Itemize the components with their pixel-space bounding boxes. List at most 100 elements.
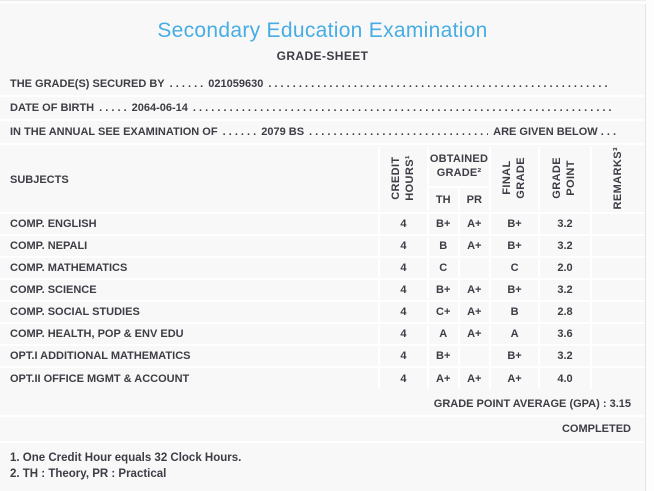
final-grade-cell: C <box>489 256 540 281</box>
page-subtitle: GRADE-SHEET <box>276 49 369 63</box>
final-grade-cell: B <box>489 300 540 325</box>
subject-cell: COMP. SOCIAL STUDIES <box>0 300 381 325</box>
date-of-birth-label: DATE OF BIRTH <box>10 102 95 114</box>
dots: . . . . . <box>99 102 127 114</box>
credit-hours-cell: 4 <box>378 322 429 347</box>
remarks-cell <box>589 278 645 303</box>
grade-point-cell: 4.0 <box>538 366 592 391</box>
credit-hours-cell: 4 <box>378 300 429 325</box>
gpa-line: GRADE POINT AVERAGE (GPA) : 3.15 <box>0 389 645 418</box>
subject-cell: OPT.II OFFICE MGMT & ACCOUNT <box>0 366 381 391</box>
table-row: COMP. SCIENCE 4 B+ A+ B+ 3.2 <box>0 278 645 303</box>
line-suffix: ARE GIVEN BELOW . . . <box>493 126 616 138</box>
pr-grade-cell: A+ <box>457 212 492 237</box>
credit-hours-header: CREDIT HOURS¹ <box>378 145 429 215</box>
table-row: OPT.I ADDITIONAL MATHEMATICS 4 B+ B+ 3.2 <box>0 344 645 369</box>
status-line: COMPLETED <box>0 417 645 444</box>
candidate-info-section: THE GRADE(S) SECURED BY . . . . . . 0210… <box>0 73 645 145</box>
final-grade-cell: A+ <box>489 366 540 391</box>
grades-table: SUBJECTS CREDIT HOURS¹ OBTAINED GRADE² F… <box>0 145 645 391</box>
dots: . . . . . . . . . . . . . . . . . . . . … <box>192 102 611 114</box>
credit-hours-cell: 4 <box>378 344 429 369</box>
gpa-value: 3.15 <box>609 398 631 411</box>
practical-subheader: PR <box>457 185 492 215</box>
exam-year-label: IN THE ANNUAL SEE EXAMINATION OF <box>10 126 218 138</box>
grade-point-header: GRADE POINT <box>538 145 592 215</box>
pr-grade-cell <box>457 256 492 281</box>
subject-cell: OPT.I ADDITIONAL MATHEMATICS <box>0 344 381 369</box>
table-row: COMP. SOCIAL STUDIES 4 C+ A+ B 2.8 <box>0 300 645 325</box>
dots: . . . . . . <box>169 78 204 90</box>
pr-grade-cell: A+ <box>457 366 492 391</box>
grade-point-cell: 3.2 <box>538 278 592 303</box>
table-row: OPT.II OFFICE MGMT & ACCOUNT 4 A+ A+ A+ 4.0 <box>0 366 645 391</box>
exam-year-value: 2079 BS <box>261 126 305 138</box>
table-row: COMP. HEALTH, POP & ENV EDU 4 A A+ A 3.6 <box>0 322 645 347</box>
symbol-number-value: 021059630 <box>208 78 264 90</box>
pr-grade-cell: A+ <box>457 322 492 347</box>
credit-hours-cell: 4 <box>378 278 429 303</box>
credit-hours-cell: 4 <box>378 212 429 237</box>
grade-point-cell: 3.2 <box>538 344 592 369</box>
footnote-credit-hours: 1. One Credit Hour equals 32 Clock Hours… <box>10 452 242 465</box>
remarks-cell <box>589 212 645 237</box>
grade-point-header-text: GRADE POINT <box>551 157 577 200</box>
subjects-header: SUBJECTS <box>0 145 381 215</box>
grade-point-cell: 2.0 <box>538 256 592 281</box>
subject-cell: COMP. SCIENCE <box>0 278 381 303</box>
remarks-header: REMARKS³ <box>589 145 645 215</box>
th-grade-cell: B+ <box>426 212 460 237</box>
info-line-date-of-birth: DATE OF BIRTH . . . . . 2064-06-14 . . .… <box>0 97 645 121</box>
dots: . . . . . . . . . . . . . . . . . . . . … <box>309 126 488 138</box>
remarks-cell <box>589 322 645 347</box>
final-grade-cell: B+ <box>489 344 540 369</box>
page-title: Secondary Education Examination <box>157 19 488 42</box>
info-line-symbol-number: THE GRADE(S) SECURED BY . . . . . . 0210… <box>0 73 645 97</box>
pr-grade-cell <box>457 344 492 369</box>
scrollbar-track[interactable] <box>646 0 654 491</box>
remarks-header-text: REMARKS³ <box>612 147 625 210</box>
obtained-grade-header: OBTAINED GRADE² <box>426 146 492 188</box>
dots: . . . . . . <box>222 126 257 138</box>
dots: . . . . . . . . . . . . . . . . . . . . … <box>268 78 611 90</box>
grades-table-body: COMP. ENGLISH 4 B+ A+ B+ 3.2 COMP. NEPALI 4 B A+ B… <box>0 212 645 391</box>
table-row: COMP. ENGLISH 4 B+ A+ B+ 3.2 <box>0 212 645 237</box>
remarks-cell <box>589 344 645 369</box>
grade-point-cell: 3.2 <box>538 234 592 259</box>
final-grade-header: FINAL GRADE <box>489 145 540 215</box>
footnotes: 1. One Credit Hour equals 32 Clock Hours… <box>0 443 645 482</box>
remarks-cell <box>589 366 645 391</box>
grade-point-cell: 3.2 <box>538 212 592 237</box>
credit-hours-cell: 4 <box>378 234 429 259</box>
th-grade-cell: B <box>426 234 460 259</box>
grade-sheet-page: Secondary Education Examination GRADE-SH… <box>0 4 646 491</box>
grade-point-cell: 2.8 <box>538 300 592 325</box>
final-grade-header-text: FINAL GRADE <box>500 157 527 200</box>
th-grade-cell: C <box>426 256 460 281</box>
th-grade-cell: B+ <box>426 344 460 369</box>
info-line-exam-year: IN THE ANNUAL SEE EXAMINATION OF . . . .… <box>0 121 645 145</box>
table-row: COMP. NEPALI 4 B A+ B+ 3.2 <box>0 234 645 259</box>
credit-hours-cell: 4 <box>378 366 429 391</box>
grades-table-header: SUBJECTS CREDIT HOURS¹ OBTAINED GRADE² F… <box>0 145 645 215</box>
remarks-cell <box>589 256 645 281</box>
symbol-number-label: THE GRADE(S) SECURED BY <box>10 78 165 90</box>
final-grade-cell: A <box>489 322 540 347</box>
theory-subheader: TH <box>426 185 460 215</box>
remarks-cell <box>589 234 645 259</box>
credit-hours-header-text: CREDIT HOURS¹ <box>389 155 416 202</box>
th-grade-cell: C+ <box>426 300 460 325</box>
subject-cell: COMP. HEALTH, POP & ENV EDU <box>0 322 381 347</box>
final-grade-cell: B+ <box>489 234 540 259</box>
status-badge: COMPLETED <box>561 423 631 436</box>
credit-hours-cell: 4 <box>378 256 429 281</box>
grade-point-cell: 3.6 <box>538 322 592 347</box>
subject-cell: COMP. ENGLISH <box>0 212 381 237</box>
subject-cell: COMP. NEPALI <box>0 234 381 259</box>
subject-cell: COMP. MATHEMATICS <box>0 256 381 281</box>
pr-grade-cell: A+ <box>457 300 492 325</box>
pr-grade-cell: A+ <box>457 234 492 259</box>
th-grade-cell: A+ <box>426 366 460 391</box>
gpa-label: GRADE POINT AVERAGE (GPA) : <box>433 398 607 411</box>
th-grade-cell: B+ <box>426 278 460 303</box>
